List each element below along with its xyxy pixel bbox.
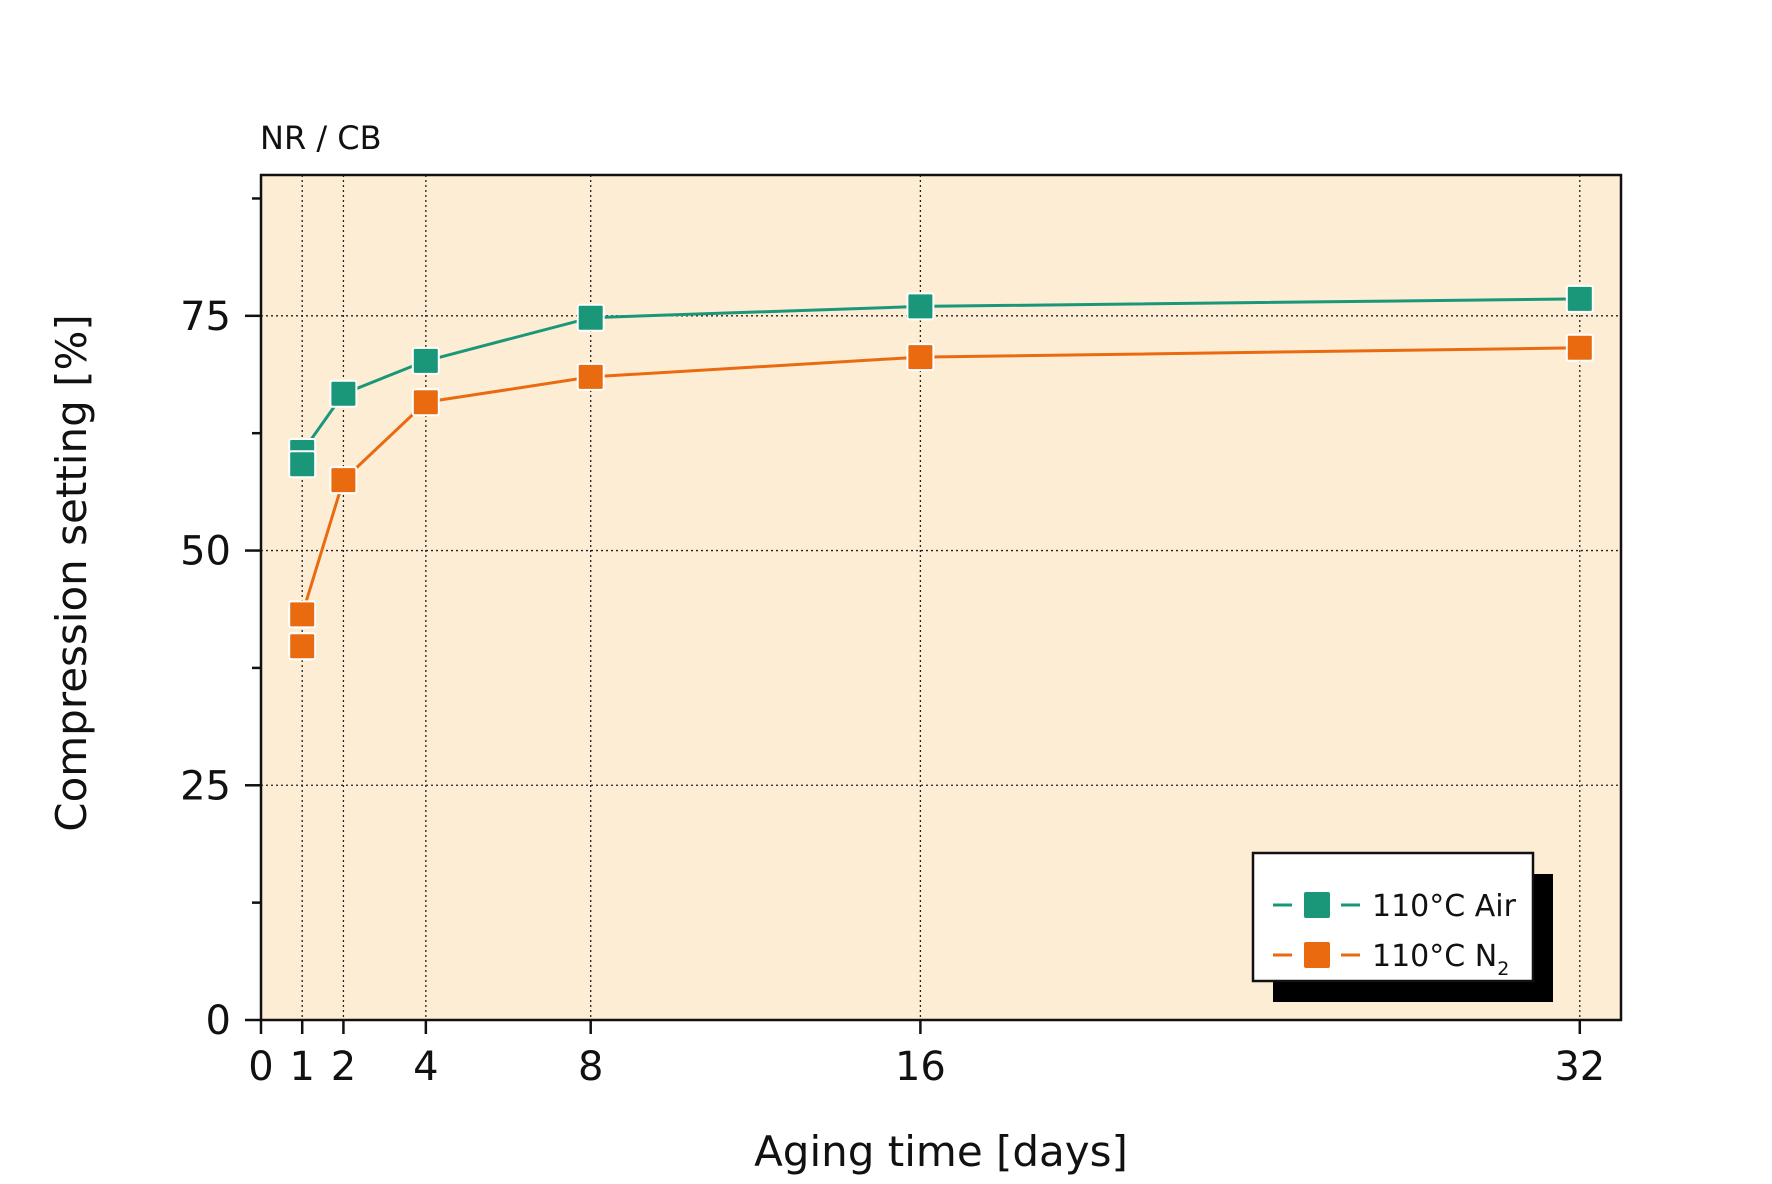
y-tick-label: 0 xyxy=(206,998,231,1044)
data-point xyxy=(906,343,935,372)
data-point xyxy=(288,450,317,479)
legend: 110°C Air 110°C N2 xyxy=(1251,851,1553,1002)
x-tick-label: 32 xyxy=(1554,1044,1605,1090)
series-line xyxy=(300,346,1580,615)
legend-marker xyxy=(1304,892,1330,918)
plot-frame xyxy=(259,173,1623,1022)
panel-label: NR / CB xyxy=(260,119,382,157)
x-tick-label: 1 xyxy=(289,1044,314,1090)
legend-box xyxy=(1251,851,1535,983)
y-tick-label: 25 xyxy=(180,763,231,809)
x-tick-label: 16 xyxy=(895,1044,946,1090)
legend-item: 110°C Air xyxy=(1273,889,1517,924)
data-point xyxy=(1565,284,1594,313)
series-1 xyxy=(288,284,1594,479)
x-axis-title: Aging time [days] xyxy=(754,1127,1128,1176)
x-tick-label: 8 xyxy=(578,1044,603,1090)
data-point xyxy=(288,632,317,661)
data-point xyxy=(411,388,440,417)
data-point xyxy=(411,346,440,375)
series-layer xyxy=(288,284,1594,661)
x-tick-label: 2 xyxy=(331,1044,356,1090)
data-point xyxy=(329,379,358,408)
data-point xyxy=(329,466,358,495)
data-point xyxy=(576,362,605,391)
y-axis-title: Compression setting [%] xyxy=(47,314,96,832)
legend-item: 110°C N2 xyxy=(1273,939,1509,980)
y-tick-label: 75 xyxy=(180,294,231,340)
data-point xyxy=(576,303,605,332)
legend-label: 110°C N2 xyxy=(1372,939,1509,980)
x-tick-label: 4 xyxy=(413,1044,438,1090)
x-tick-label: 0 xyxy=(248,1044,273,1090)
legend-label: 110°C Air xyxy=(1372,889,1517,924)
data-point xyxy=(1565,333,1594,362)
data-point xyxy=(906,292,935,321)
legend-marker xyxy=(1304,942,1330,968)
y-tick-label: 50 xyxy=(180,529,231,575)
series-2 xyxy=(288,333,1594,661)
data-point xyxy=(288,600,317,629)
